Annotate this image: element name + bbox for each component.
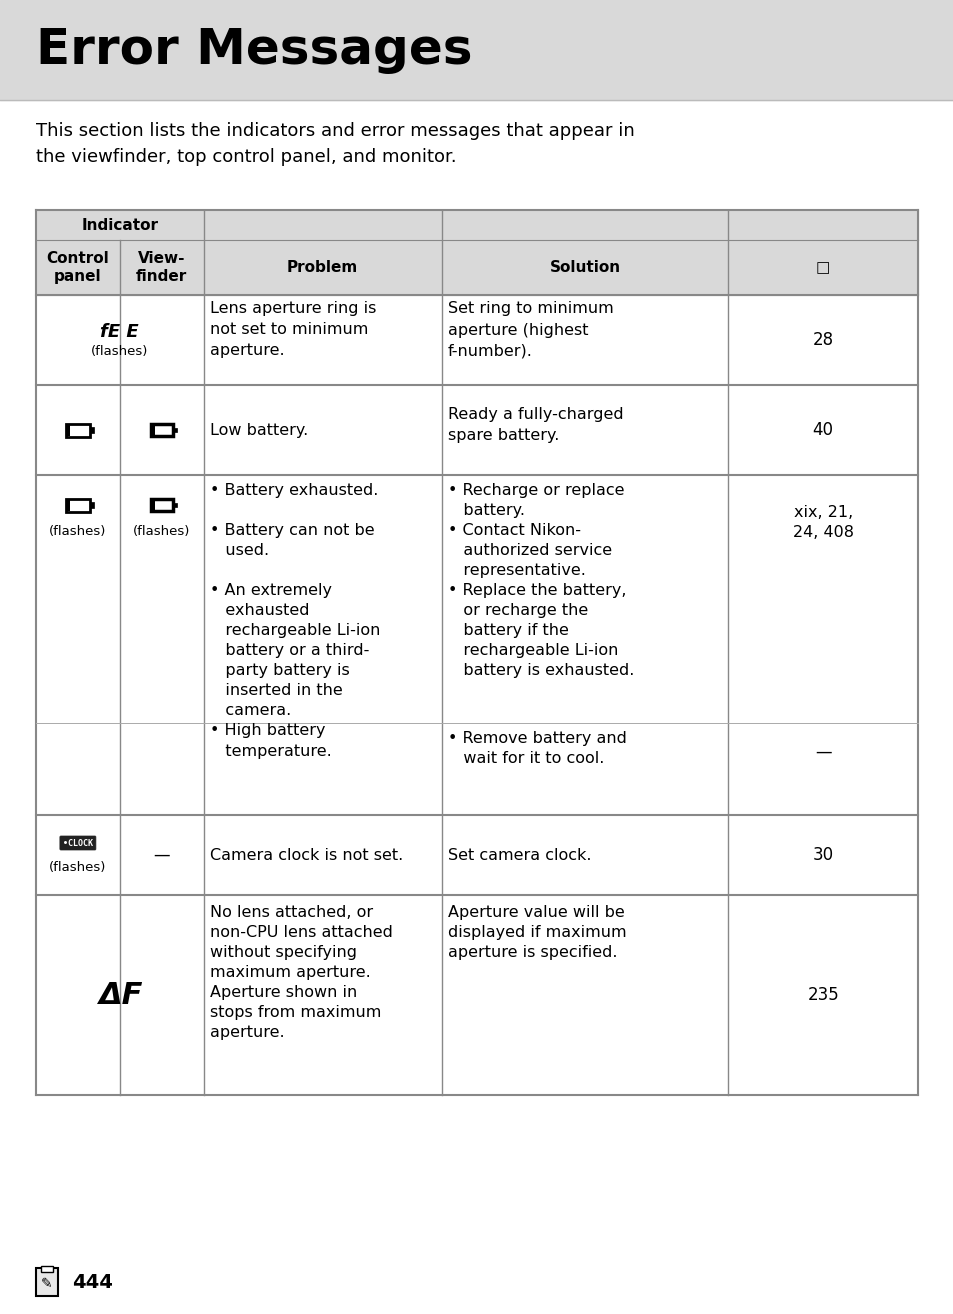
- Text: (flashes): (flashes): [50, 861, 107, 874]
- Text: Solution: Solution: [549, 260, 620, 275]
- Bar: [151, 499, 172, 511]
- Text: 444: 444: [71, 1272, 112, 1292]
- Bar: [66, 423, 90, 436]
- Text: Problem: Problem: [287, 260, 358, 275]
- Text: Aperture value will be
displayed if maximum
aperture is specified.: Aperture value will be displayed if maxi…: [447, 905, 626, 961]
- Bar: [151, 424, 172, 436]
- Text: Set ring to minimum
aperture (highest
f-number).: Set ring to minimum aperture (highest f-…: [447, 301, 613, 359]
- Text: —: —: [814, 742, 831, 761]
- Bar: [152, 426, 155, 435]
- Text: (flashes): (flashes): [91, 346, 149, 359]
- Text: xix, 21,
24, 408: xix, 21, 24, 408: [792, 505, 853, 540]
- Bar: [90, 502, 93, 507]
- Text: This section lists the indicators and error messages that appear in
the viewfind: This section lists the indicators and er…: [36, 122, 634, 166]
- Bar: [172, 502, 176, 507]
- Text: •CLOCK: •CLOCK: [63, 838, 92, 848]
- Text: View-
finder: View- finder: [136, 251, 187, 284]
- Text: No lens attached, or
non-CPU lens attached
without specifying
maximum aperture.
: No lens attached, or non-CPU lens attach…: [210, 905, 392, 1041]
- Bar: [36, 210, 917, 1095]
- Text: • Recharge or replace
   battery.
• Contact Nikon-
   authorized service
   repr: • Recharge or replace battery. • Contact…: [447, 484, 634, 678]
- FancyBboxPatch shape: [60, 836, 96, 850]
- Bar: [36, 1268, 58, 1296]
- Bar: [36, 240, 917, 296]
- Text: ΔF: ΔF: [97, 980, 142, 1009]
- Text: Set camera clock.: Set camera clock.: [447, 848, 591, 862]
- Bar: [41, 1265, 53, 1272]
- Bar: [66, 498, 90, 511]
- Text: ✎: ✎: [41, 1277, 52, 1290]
- Text: (flashes): (flashes): [50, 526, 107, 537]
- Text: □: □: [815, 260, 829, 275]
- Text: 30: 30: [812, 846, 833, 865]
- Bar: [67, 499, 71, 511]
- Bar: [0, 0, 953, 100]
- Text: 40: 40: [812, 420, 833, 439]
- Bar: [67, 424, 71, 435]
- Text: • Remove battery and
   wait for it to cool.: • Remove battery and wait for it to cool…: [447, 731, 626, 766]
- Text: Lens aperture ring is
not set to minimum
aperture.: Lens aperture ring is not set to minimum…: [210, 301, 375, 359]
- Text: Low battery.: Low battery.: [210, 423, 308, 438]
- Text: (flashes): (flashes): [132, 526, 191, 537]
- Text: 235: 235: [806, 986, 839, 1004]
- Text: Error Messages: Error Messages: [36, 26, 472, 74]
- Bar: [172, 427, 176, 432]
- Text: 28: 28: [812, 331, 833, 350]
- Text: fE E: fE E: [100, 323, 139, 342]
- Bar: [152, 501, 155, 510]
- Text: Camera clock is not set.: Camera clock is not set.: [210, 848, 402, 862]
- Bar: [90, 427, 93, 432]
- Text: • Battery exhausted.

• Battery can not be
   used.

• An extremely
   exhausted: • Battery exhausted. • Battery can not b…: [210, 484, 379, 758]
- Text: Indicator: Indicator: [81, 218, 158, 233]
- Text: Control
panel: Control panel: [47, 251, 110, 284]
- Text: —: —: [153, 846, 170, 865]
- Text: Ready a fully-charged
spare battery.: Ready a fully-charged spare battery.: [447, 407, 622, 443]
- Bar: [36, 210, 917, 240]
